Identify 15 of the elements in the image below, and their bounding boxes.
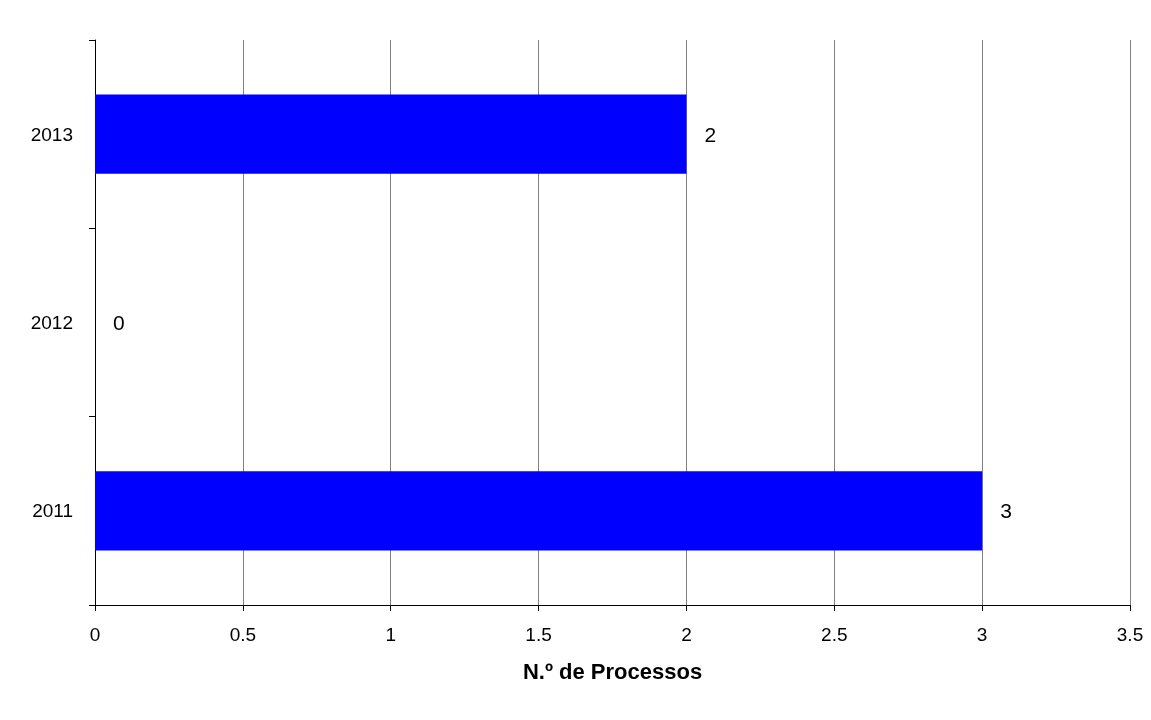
x-tick-label: 3.5 xyxy=(1116,624,1144,645)
y-tick-label: 2012 xyxy=(30,312,73,333)
x-tick-label: 0.5 xyxy=(229,624,257,645)
x-tick-label: 3 xyxy=(976,624,988,645)
x-axis-title: N.º de Processos xyxy=(522,658,703,684)
data-label: 0 xyxy=(113,311,125,334)
x-tick-label: 2 xyxy=(681,624,692,645)
y-tick-label: 2011 xyxy=(32,500,73,522)
x-tick-label: 1.5 xyxy=(525,624,552,645)
y-tick-label: 2013 xyxy=(30,123,73,145)
x-tick-label: 2.5 xyxy=(821,624,848,645)
data-label: 2 xyxy=(704,122,717,146)
x-tick-label: 1 xyxy=(385,624,396,645)
data-label: 3 xyxy=(1000,499,1012,523)
x-tick-label: 0 xyxy=(89,624,101,645)
